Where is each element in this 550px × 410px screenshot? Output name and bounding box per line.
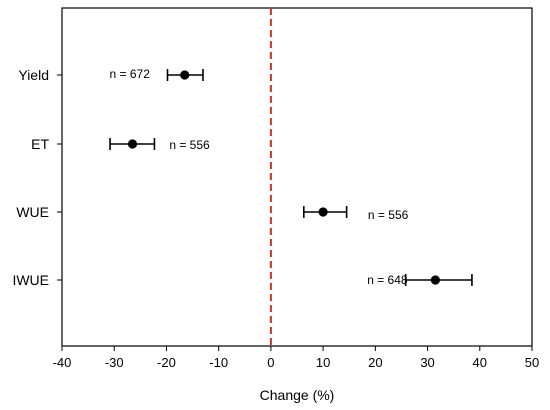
data-point-wue: n = 556 <box>302 206 409 222</box>
x-tick-label: -40 <box>53 355 72 370</box>
data-point-et: n = 556 <box>109 138 210 152</box>
category-labels: Yield ET WUE IWUE <box>12 67 62 288</box>
x-tick-label: 10 <box>316 355 330 370</box>
category-label-yield: Yield <box>18 67 49 83</box>
data-point-yield: n = 672 <box>110 67 204 81</box>
x-tick-label: 50 <box>525 355 539 370</box>
mean-marker-et <box>127 139 138 149</box>
mean-marker-wue <box>318 207 328 217</box>
data-points: n = 672 n = 556 n = 556 n = 648 <box>109 67 473 287</box>
n-label-yield: n = 672 <box>110 67 151 81</box>
x-tick-label: -30 <box>105 355 124 370</box>
x-tick-label: 30 <box>420 355 434 370</box>
x-tick-label: -10 <box>209 355 228 370</box>
mean-marker-iwue <box>430 275 440 285</box>
x-tick-label: 40 <box>473 355 487 370</box>
x-axis-ticks: -40 -30 -20 -10 0 10 20 30 40 50 <box>53 346 539 370</box>
plot-area <box>61 7 533 347</box>
x-tick-label: -20 <box>157 355 176 370</box>
n-label-et: n = 556 <box>169 138 210 152</box>
x-tick-label: 20 <box>368 355 382 370</box>
data-point-iwue: n = 648 <box>367 273 473 287</box>
x-axis-title: Change (%) <box>260 387 335 403</box>
n-label-iwue: n = 648 <box>367 273 408 287</box>
x-tick-label: 0 <box>267 355 274 370</box>
category-label-et: ET <box>31 136 49 152</box>
category-label-wue: WUE <box>16 204 49 220</box>
mean-marker-yield <box>180 70 190 80</box>
category-label-iwue: IWUE <box>12 272 49 288</box>
n-label-wue: n = 556 <box>368 208 409 222</box>
